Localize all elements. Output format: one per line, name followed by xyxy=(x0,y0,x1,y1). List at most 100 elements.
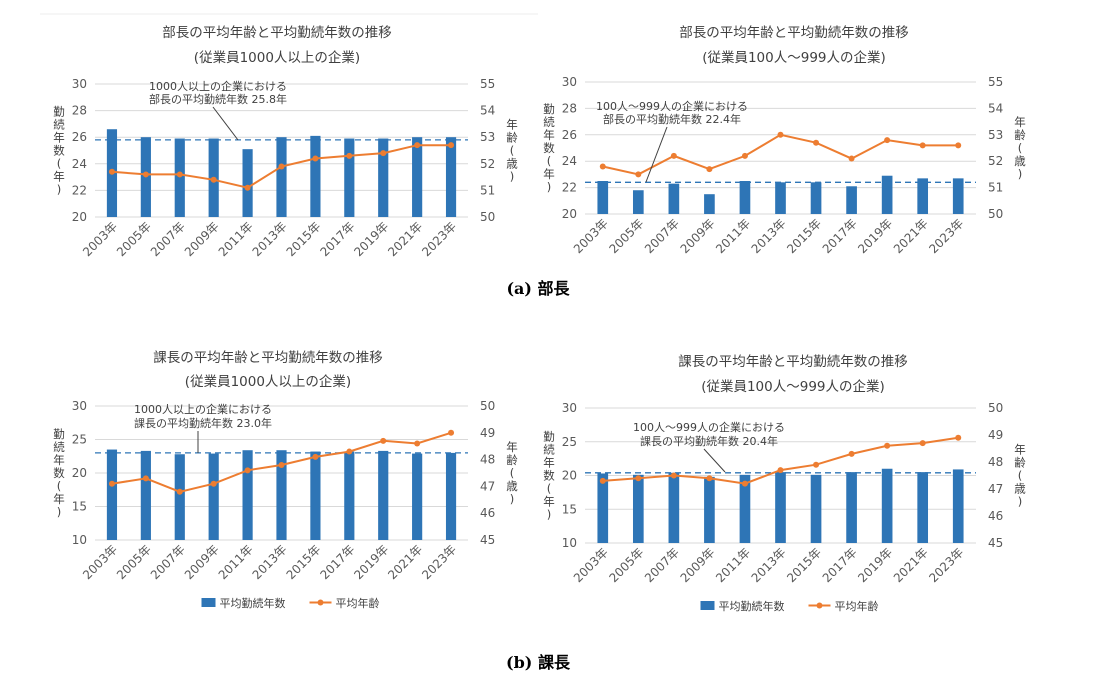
y-left-tick-label: 20 xyxy=(562,207,577,221)
bar xyxy=(668,472,680,543)
bar xyxy=(242,149,253,217)
bar xyxy=(952,469,964,543)
age-point xyxy=(884,137,891,144)
y-right-tick-label: 45 xyxy=(480,533,495,547)
x-tick-label: 2005年 xyxy=(114,542,154,582)
y-left-axis-label-char: 年 xyxy=(53,131,65,145)
y-right-tick-label: 45 xyxy=(988,536,1003,550)
x-tick-label: 2013年 xyxy=(250,219,290,259)
reference-annotation-line1: 100人～999人の企業における xyxy=(596,99,748,113)
y-right-tick-label: 50 xyxy=(988,401,1003,415)
y-left-axis-label-char: ( xyxy=(57,479,62,493)
x-tick-label: 2017年 xyxy=(820,545,860,585)
y-left-axis-label-char: 年 xyxy=(543,495,555,509)
reference-annotation-line1: 100人～999人の企業における xyxy=(633,420,785,434)
x-tick-label: 2007年 xyxy=(642,545,682,585)
age-point xyxy=(380,150,387,157)
x-tick-label: 2003年 xyxy=(80,219,120,259)
y-right-axis-label-char: 年 xyxy=(1014,443,1026,457)
y-left-axis-label-char: ) xyxy=(547,508,552,522)
age-point xyxy=(312,453,319,460)
bar xyxy=(276,450,287,540)
bar xyxy=(310,451,321,540)
age-point xyxy=(777,131,784,138)
age-point xyxy=(635,171,642,178)
legend-line-marker xyxy=(317,599,324,606)
x-tick-label: 2013年 xyxy=(250,542,290,582)
reference-annotation-line2: 部長の平均勤続年数 22.4年 xyxy=(603,112,741,126)
x-tick-label: 2023年 xyxy=(926,216,966,256)
y-right-tick-label: 48 xyxy=(480,453,495,467)
age-point xyxy=(142,171,149,178)
bar xyxy=(810,182,822,214)
y-left-tick-label: 20 xyxy=(72,466,87,480)
y-left-tick-label: 20 xyxy=(562,469,577,483)
y-left-tick-label: 30 xyxy=(72,399,87,413)
x-tick-label: 2017年 xyxy=(317,219,357,259)
age-point xyxy=(848,450,855,457)
bar xyxy=(597,181,609,214)
y-right-tick-label: 55 xyxy=(988,75,1003,89)
y-right-axis-label-char: 齢 xyxy=(1014,128,1026,142)
y-left-axis-label-char: 勤 xyxy=(53,105,65,119)
age-point xyxy=(670,472,677,479)
bar xyxy=(632,474,644,543)
age-point xyxy=(813,461,820,468)
y-right-tick-label: 51 xyxy=(480,183,495,197)
y-right-tick-label: 50 xyxy=(480,399,495,413)
x-tick-label: 2011年 xyxy=(216,542,256,582)
y-left-axis-label-char: 勤 xyxy=(543,102,555,116)
y-right-tick-label: 53 xyxy=(480,130,495,144)
y-right-tick-label: 55 xyxy=(480,77,495,91)
y-right-axis-label-char: 齢 xyxy=(506,131,518,145)
y-left-tick-label: 22 xyxy=(562,181,577,195)
age-point xyxy=(635,475,642,482)
x-tick-label: 2007年 xyxy=(148,542,188,582)
bar xyxy=(846,472,857,543)
y-left-axis-label-char: 続 xyxy=(543,443,555,457)
chart-subtitle: (従業員1000人以上の企業) xyxy=(194,49,360,66)
y-left-axis-label-char: ( xyxy=(547,154,552,168)
y-left-tick-label: 20 xyxy=(72,210,87,224)
age-point xyxy=(414,142,421,149)
y-right-axis-label-char: 歳 xyxy=(1014,482,1026,496)
y-right-axis-label-char: 歳 xyxy=(506,157,518,171)
y-left-axis-label-char: 数 xyxy=(53,144,65,158)
annotation-leader xyxy=(703,448,726,473)
x-tick-label: 2009年 xyxy=(182,542,222,582)
x-tick-label: 2011年 xyxy=(713,545,753,585)
y-left-axis-label-char: ( xyxy=(57,157,62,171)
x-tick-label: 2003年 xyxy=(80,542,120,582)
age-point xyxy=(884,442,891,449)
age-point xyxy=(244,184,251,191)
y-right-axis-label-char: 齢 xyxy=(506,453,518,467)
bar xyxy=(276,137,287,217)
age-point xyxy=(312,155,319,162)
age-point xyxy=(813,139,820,146)
y-right-tick-label: 54 xyxy=(480,104,495,118)
chart-subtitle: (従業員1000人以上の企業) xyxy=(185,373,351,390)
y-right-tick-label: 50 xyxy=(480,210,495,224)
age-point xyxy=(414,440,421,447)
y-right-axis-label-char: ( xyxy=(1018,141,1023,155)
y-left-tick-label: 28 xyxy=(72,104,87,118)
y-left-tick-label: 26 xyxy=(72,130,87,144)
age-point xyxy=(142,475,149,482)
x-tick-label: 2015年 xyxy=(784,216,824,256)
age-point xyxy=(599,163,606,170)
reference-annotation-line2: 課長の平均勤続年数 20.4年 xyxy=(640,434,778,448)
y-left-axis-label-char: 続 xyxy=(53,440,65,454)
y-right-axis-label-char: ( xyxy=(1018,469,1023,483)
legend-line-label: 平均年齢 xyxy=(835,599,879,613)
bar xyxy=(917,472,929,543)
bar xyxy=(174,454,185,540)
bar xyxy=(775,182,786,214)
age-point xyxy=(848,155,855,162)
bar xyxy=(174,138,185,217)
age-point xyxy=(670,152,677,159)
x-tick-label: 2023年 xyxy=(419,542,459,582)
bar xyxy=(704,194,715,214)
chart-panel-1: 部長の平均年齢と平均勤続年数の推移 (従業員1000人以上の企業) 20 22 24 26… xyxy=(53,25,518,259)
age-point xyxy=(346,152,353,159)
y-left-axis-label-char: 年 xyxy=(53,453,65,467)
